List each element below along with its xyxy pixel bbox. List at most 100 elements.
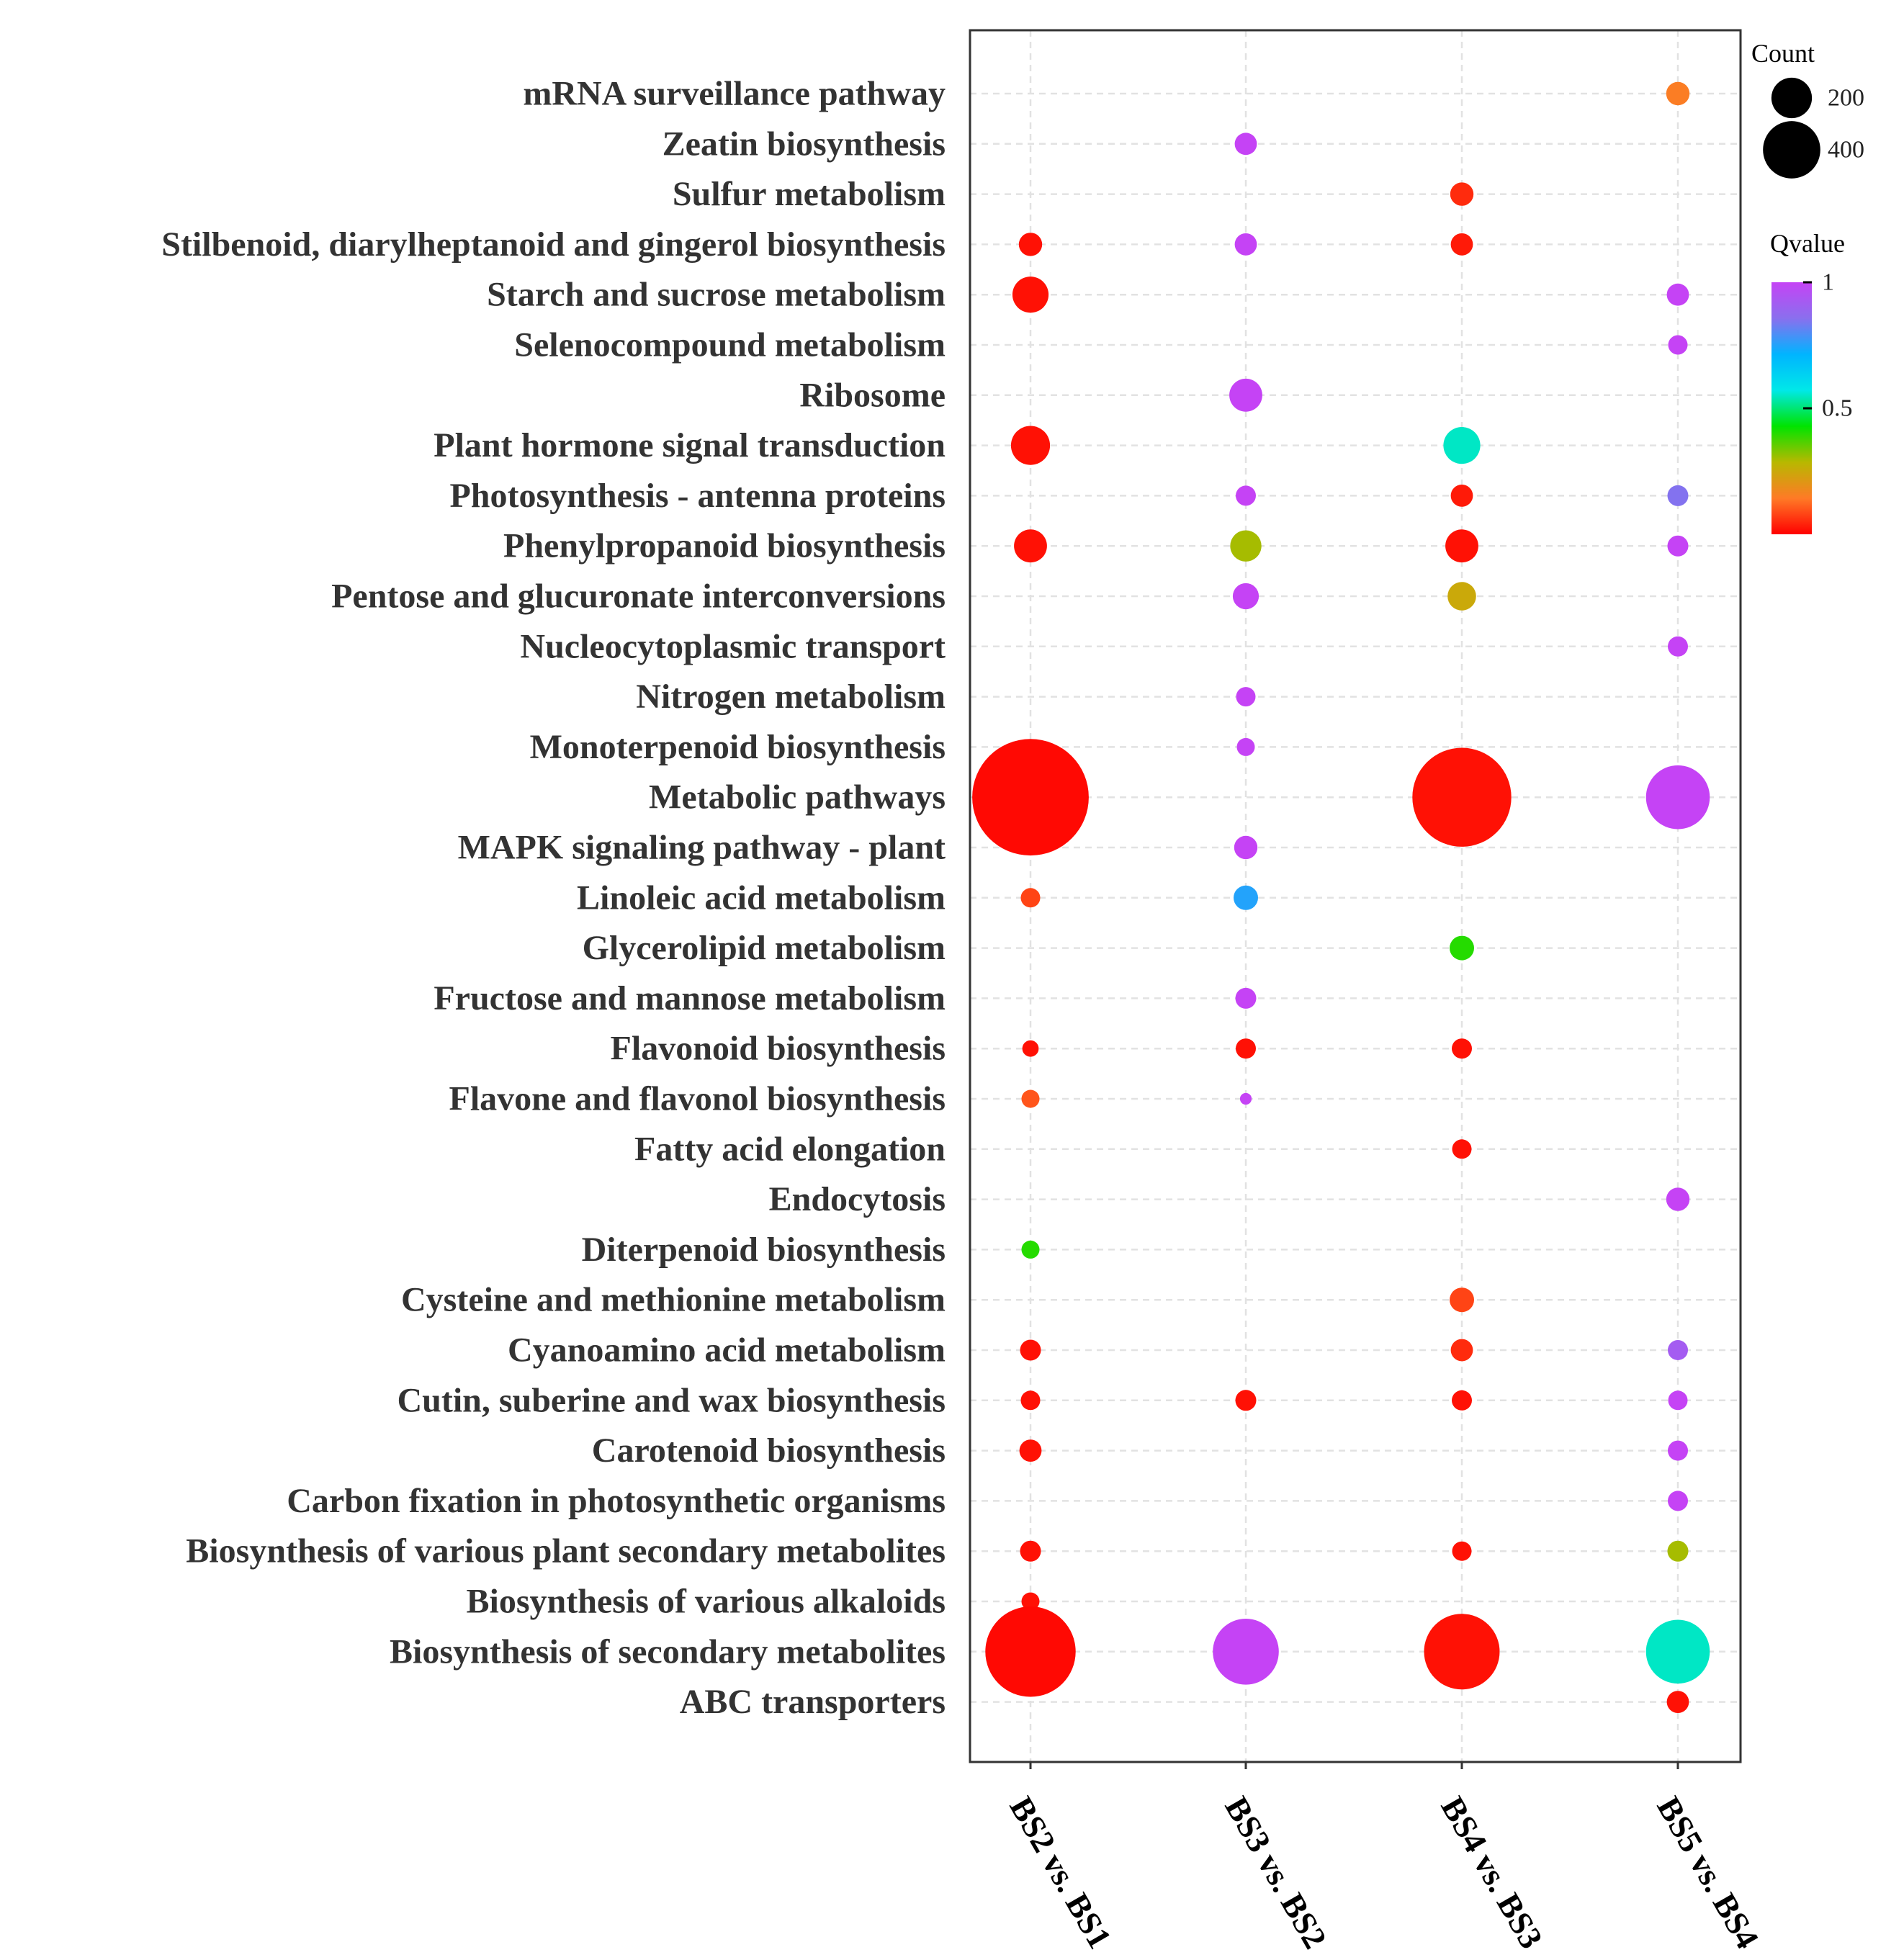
data-point [1452,1541,1472,1561]
y-tick-label: Endocytosis [769,1180,946,1218]
data-point [1020,1390,1041,1411]
y-tick-label: Flavone and flavonol biosynthesis [449,1080,946,1118]
data-point [1668,1440,1688,1461]
y-tick-label: Flavonoid biosynthesis [611,1030,946,1068]
data-point [1234,233,1257,256]
data-point [1020,1339,1041,1361]
data-point [1236,485,1256,506]
data-points [972,81,1710,1714]
legend: Count 200 400 Qvalue 0.5 1 [1751,39,1864,534]
y-tick-label: Biosynthesis of various plant secondary … [186,1532,946,1570]
y-tick-label: Cyanoamino acid metabolism [508,1331,946,1370]
data-point [1010,426,1051,465]
data-point [1021,1240,1040,1259]
data-point [1450,233,1473,256]
color-legend-title: Qvalue [1770,229,1845,258]
y-tick-label: Nucleocytoplasmic transport [520,627,946,665]
data-point [1445,529,1478,563]
data-point [1666,81,1690,106]
y-tick-label: Carbon fixation in photosynthetic organi… [287,1482,946,1520]
data-point [1012,277,1049,313]
x-tick-label: BS4 vs. BS3 [1434,1791,1550,1955]
y-tick-label: Cysteine and methionine metabolism [401,1281,946,1319]
y-tick-label: Stilbenoid, diarylheptanoid and gingerol… [161,225,946,264]
data-point [985,1606,1076,1697]
y-tick-label: MAPK signaling pathway - plant [458,829,946,867]
data-point [1236,687,1256,707]
color-legend-label: 1 [1822,269,1834,296]
data-point [1019,1439,1042,1462]
y-tick-label: Metabolic pathways [649,778,946,817]
y-tick-label: Carotenoid biosynthesis [592,1431,946,1470]
data-point [1234,885,1258,910]
y-tick-label: Phenylpropanoid biosynthesis [503,527,946,565]
data-point [1450,1287,1474,1313]
data-point [1666,1187,1690,1211]
data-point [1668,636,1688,657]
y-tick-label: Biosynthesis of various alkaloids [467,1583,946,1621]
y-tick-label: Sulfur metabolism [673,175,946,213]
data-point [1234,835,1258,860]
data-point [1232,583,1259,610]
data-point [1018,233,1043,256]
size-legend-label: 400 [1828,137,1864,163]
data-point [1668,1390,1688,1411]
data-point [1666,283,1689,306]
size-legend-key [1771,77,1813,119]
data-point [1229,378,1262,412]
data-point [1666,1691,1689,1714]
data-point [1645,1619,1710,1684]
data-point [1014,529,1047,563]
color-legend-label: 0.5 [1822,395,1853,422]
x-tick-label: BS3 vs. BS2 [1218,1791,1334,1955]
data-point [1452,1390,1472,1411]
data-point [1450,935,1474,961]
data-point [1020,1540,1041,1562]
x-axis-ticks: BS2 vs. BS1 BS3 vs. BS2 BS4 vs. BS3 BS5 vs.… [1002,1762,1766,1955]
data-point [1667,1540,1689,1562]
y-tick-label: Diterpenoid biosynthesis [582,1231,946,1269]
data-point [972,739,1089,856]
size-legend-label: 200 [1828,85,1864,112]
grid-lines [970,30,1741,1762]
data-point [1443,427,1481,464]
y-tick-label: mRNA surveillance pathway [523,75,946,113]
data-point [1021,1592,1040,1611]
data-point [1668,335,1688,355]
y-tick-label: Starch and sucrose metabolism [487,276,946,314]
data-point [1021,1089,1040,1108]
y-tick-label: Cutin, suberine and wax biosynthesis [397,1381,946,1419]
data-point [1236,1038,1256,1059]
y-tick-label: Monoterpenoid biosynthesis [530,728,946,766]
data-point [1668,1491,1688,1511]
y-tick-label: Fructose and mannose metabolism [434,979,946,1017]
data-point [1239,1092,1252,1105]
y-tick-label: Plant hormone signal transduction [434,426,946,464]
y-tick-label: Glycerolipid metabolism [583,929,946,967]
data-point [1667,535,1689,557]
data-point [1235,1390,1257,1411]
data-point [1234,132,1257,156]
data-point [1020,888,1041,908]
data-point [1235,987,1257,1009]
data-point [1412,747,1512,847]
data-point [1668,1340,1688,1360]
y-tick-label: Biosynthesis of secondary metabolites [390,1632,946,1671]
data-point [1236,737,1255,756]
data-point [1450,182,1474,206]
data-point [1424,1614,1500,1690]
data-point [1645,765,1710,830]
y-tick-label: Linoleic acid metabolism [577,878,946,917]
x-tick-label: BS5 vs. BS4 [1650,1791,1766,1955]
size-legend-key [1763,121,1820,179]
data-point [1213,1619,1279,1685]
y-tick-label: Zeatin biosynthesis [663,125,946,163]
data-point [1450,1339,1473,1362]
pathway-labels: mRNA surveillance pathway Zeatin biosynth… [161,75,946,1722]
y-tick-label: Pentose and glucuronate interconversions [331,577,946,616]
y-tick-label: Selenocompound metabolism [514,326,946,364]
data-point [1022,1040,1039,1057]
y-tick-label: Fatty acid elongation [634,1130,946,1168]
